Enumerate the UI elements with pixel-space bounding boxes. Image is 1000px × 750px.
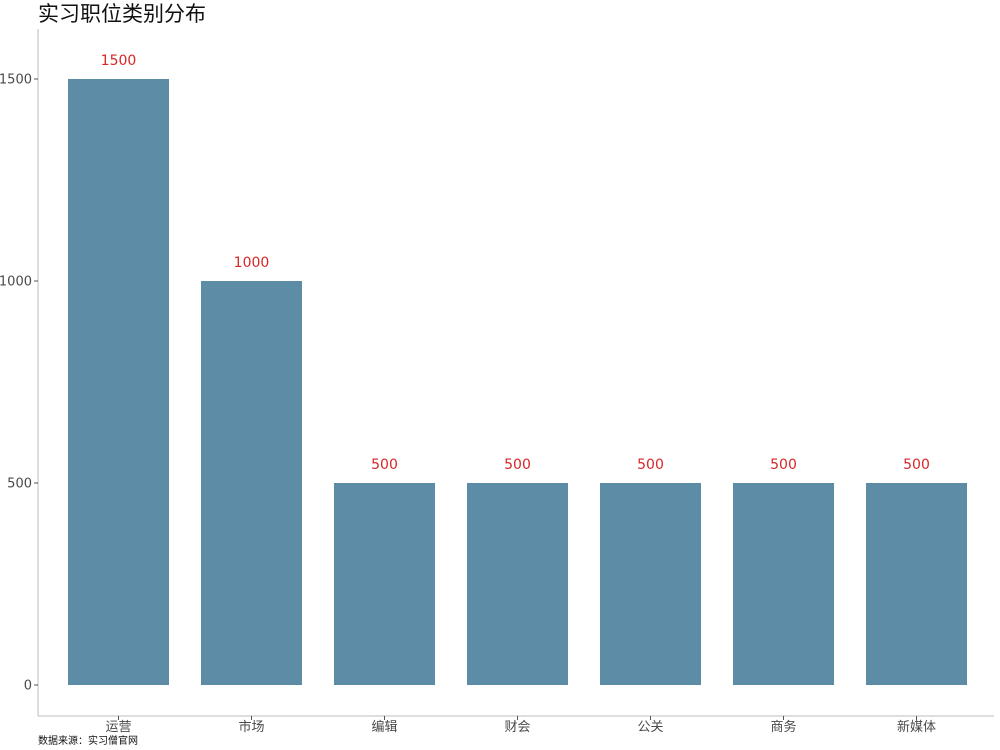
x-tick-label: 市场	[238, 719, 264, 735]
chart-title: 实习职位类别分布	[38, 2, 206, 26]
y-tick-label: 1000	[0, 275, 32, 290]
bar	[334, 483, 435, 685]
bar-series	[68, 79, 967, 685]
y-tick-label: 500	[7, 477, 32, 492]
source-caption: 数据来源：实习僧官网	[38, 734, 138, 747]
x-tick-label: 编辑	[371, 720, 397, 735]
x-axis-ticks: 运营 市场 编辑 财会 公关 商务 新媒体	[105, 716, 936, 735]
data-label: 500	[637, 457, 664, 473]
data-label: 1000	[234, 255, 270, 271]
x-tick-label: 运营	[105, 720, 131, 735]
data-label: 500	[770, 457, 797, 473]
x-tick-label: 新媒体	[897, 719, 936, 735]
bar	[866, 483, 967, 685]
data-labels: 1500 1000 500 500 500 500 500	[101, 53, 930, 473]
data-label: 500	[504, 457, 531, 473]
data-label: 500	[903, 457, 930, 473]
bar	[201, 281, 302, 685]
x-tick-label: 财会	[504, 720, 530, 735]
data-label: 500	[371, 457, 398, 473]
bar	[68, 79, 169, 685]
y-tick-label: 1500	[0, 73, 32, 88]
x-tick-label: 商务	[770, 719, 796, 735]
y-axis-ticks: 0 500 1000 1500	[0, 73, 38, 694]
bar	[600, 483, 701, 685]
y-tick-label: 0	[24, 679, 32, 694]
bar	[733, 483, 834, 685]
bar	[467, 483, 568, 685]
x-tick-label: 公关	[637, 720, 663, 735]
data-label: 1500	[101, 53, 137, 69]
